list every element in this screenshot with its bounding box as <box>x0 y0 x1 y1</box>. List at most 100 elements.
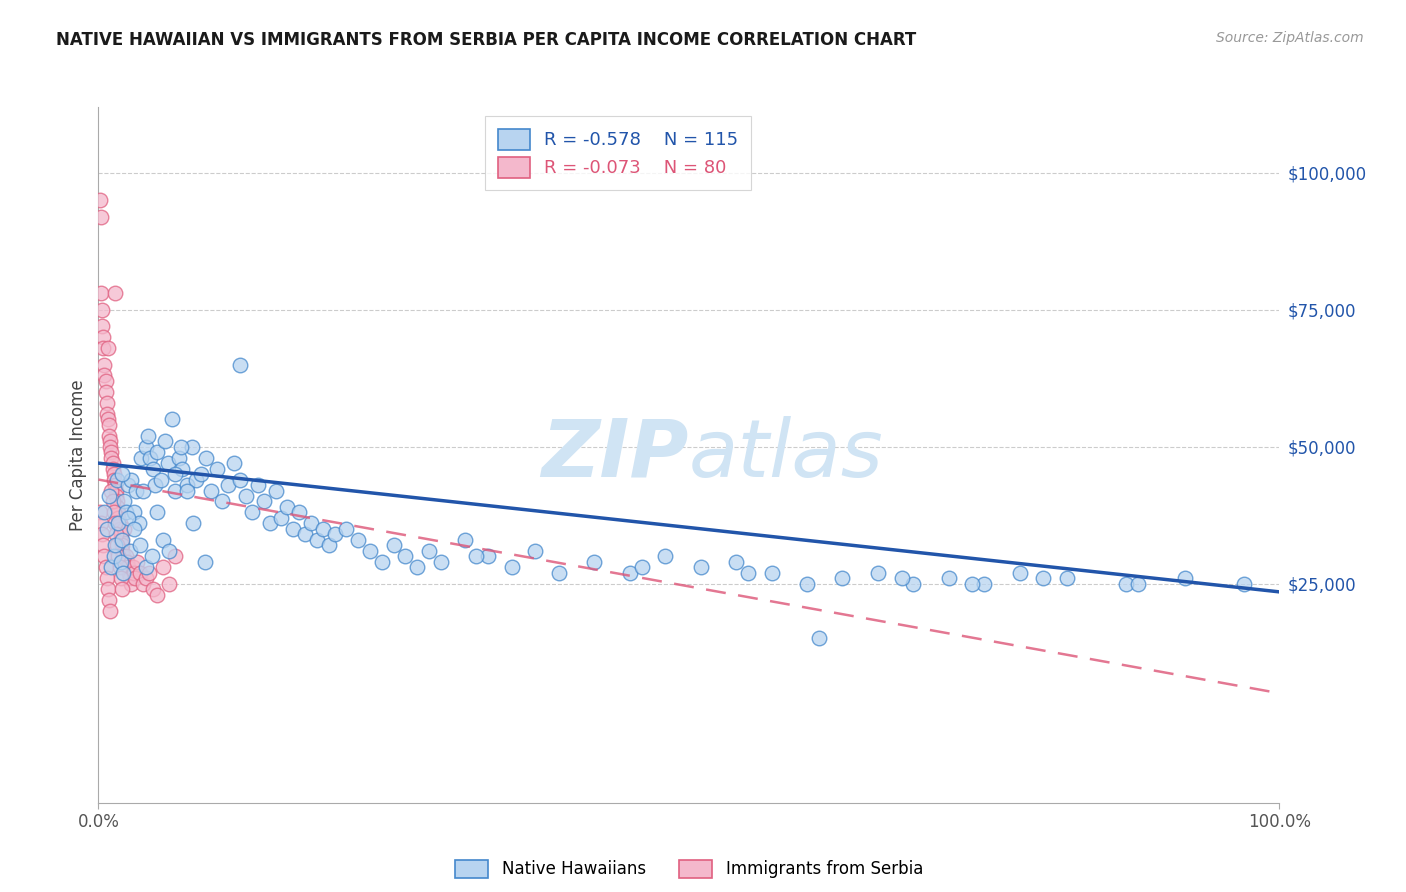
Point <box>962 576 984 591</box>
Point <box>111 533 134 547</box>
Point <box>136 429 159 443</box>
Point <box>111 543 134 558</box>
Point <box>91 341 114 355</box>
Point <box>91 527 114 541</box>
Point <box>1032 571 1054 585</box>
Point <box>89 505 111 519</box>
Point <box>124 571 146 585</box>
Point <box>132 576 155 591</box>
Point <box>105 527 128 541</box>
Point <box>121 560 143 574</box>
Point <box>264 483 287 498</box>
Point <box>120 571 142 585</box>
Point <box>630 560 652 574</box>
Point <box>128 516 150 531</box>
Point <box>98 434 121 449</box>
Point <box>97 412 120 426</box>
Point <box>172 461 194 475</box>
Point <box>91 330 114 344</box>
Point <box>142 582 165 596</box>
Text: NATIVE HAWAIIAN VS IMMIGRANTS FROM SERBIA PER CAPITA INCOME CORRELATION CHART: NATIVE HAWAIIAN VS IMMIGRANTS FROM SERBI… <box>56 31 917 49</box>
Point <box>903 576 925 591</box>
Point <box>318 538 340 552</box>
Point <box>93 549 115 564</box>
Point <box>93 505 115 519</box>
Point <box>253 494 276 508</box>
Point <box>108 516 131 531</box>
Point <box>1115 576 1137 591</box>
Point <box>146 588 169 602</box>
Point <box>89 193 111 207</box>
Point <box>101 456 124 470</box>
Point <box>107 549 129 564</box>
Point <box>122 522 145 536</box>
Point <box>194 450 217 465</box>
Point <box>186 473 208 487</box>
Point <box>359 543 381 558</box>
Point <box>477 549 499 564</box>
Point <box>104 478 127 492</box>
Point <box>111 467 134 481</box>
Point <box>98 593 121 607</box>
Point <box>157 543 180 558</box>
Point <box>118 566 141 580</box>
Point <box>170 440 193 454</box>
Point <box>108 522 131 536</box>
Point <box>108 560 131 574</box>
Point <box>938 571 960 585</box>
Point <box>112 494 135 508</box>
Point <box>93 358 115 372</box>
Point <box>194 555 217 569</box>
Point <box>890 571 912 585</box>
Point <box>1174 571 1197 585</box>
Point <box>240 505 263 519</box>
Point <box>382 538 405 552</box>
Point <box>654 549 676 564</box>
Point <box>152 533 174 547</box>
Point <box>132 483 155 498</box>
Text: ZIP: ZIP <box>541 416 689 494</box>
Point <box>129 450 152 465</box>
Point <box>143 478 166 492</box>
Point <box>761 566 783 580</box>
Point <box>430 555 453 569</box>
Point <box>259 516 281 531</box>
Point <box>323 527 346 541</box>
Point <box>104 538 127 552</box>
Point <box>866 566 889 580</box>
Point <box>112 522 135 536</box>
Point <box>689 560 711 574</box>
Point <box>1008 566 1031 580</box>
Point <box>157 576 180 591</box>
Point <box>91 319 114 334</box>
Point <box>90 210 112 224</box>
Point <box>335 522 357 536</box>
Point <box>453 533 475 547</box>
Point <box>114 505 136 519</box>
Point <box>125 483 148 498</box>
Point <box>97 341 120 355</box>
Point <box>347 533 370 547</box>
Point <box>107 505 129 519</box>
Point <box>91 302 114 317</box>
Point <box>737 566 759 580</box>
Point <box>141 549 163 564</box>
Point <box>583 555 606 569</box>
Point <box>120 543 142 558</box>
Point <box>96 571 118 585</box>
Point <box>312 522 335 536</box>
Point <box>167 450 190 465</box>
Point <box>101 494 124 508</box>
Point <box>973 576 995 591</box>
Point <box>165 483 187 498</box>
Point <box>110 555 132 569</box>
Point <box>270 511 292 525</box>
Point <box>94 374 117 388</box>
Point <box>283 522 305 536</box>
Point <box>176 478 198 492</box>
Point <box>831 571 853 585</box>
Point <box>96 396 118 410</box>
Point <box>107 511 129 525</box>
Point <box>1056 571 1078 585</box>
Point <box>98 604 121 618</box>
